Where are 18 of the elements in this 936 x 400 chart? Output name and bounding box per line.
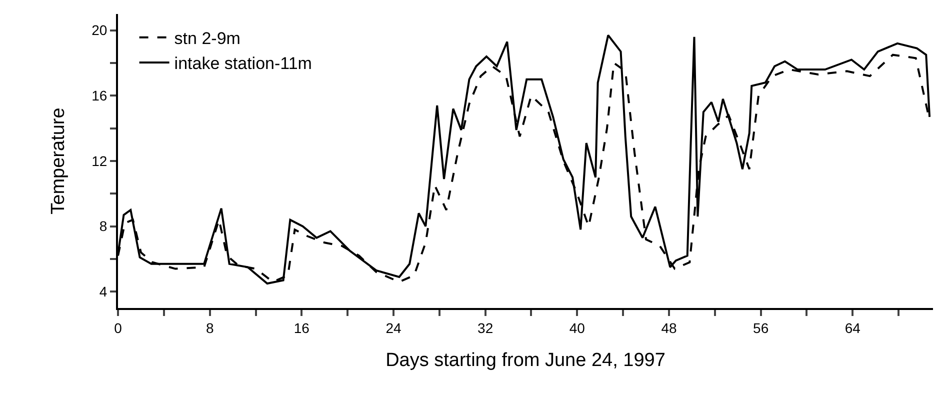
y-tick-label: 4 <box>99 284 108 300</box>
y-tick-label: 16 <box>92 88 108 104</box>
x-tick-label: 56 <box>753 320 769 336</box>
x-tick-label: 40 <box>569 320 586 336</box>
x-tick-label: 32 <box>478 320 494 336</box>
x-tick-label: 64 <box>844 320 861 336</box>
x-tick-label: 0 <box>114 320 122 336</box>
x-tick-label: 24 <box>386 320 402 336</box>
legend-label: intake station-11m <box>174 54 312 74</box>
y-tick-label: 12 <box>92 152 108 169</box>
x-axis-title: Days starting from June 24, 1997 <box>386 350 666 372</box>
x-tick-label: 16 <box>294 320 310 336</box>
x-tick-label: 8 <box>206 320 214 336</box>
y-tick-label: 8 <box>99 218 108 234</box>
y-tick-label: 20 <box>92 22 108 38</box>
y-axis-title: Temperature <box>48 108 69 214</box>
legend-label: stn 2-9m <box>174 29 240 48</box>
x-tick-label: 48 <box>661 320 677 336</box>
